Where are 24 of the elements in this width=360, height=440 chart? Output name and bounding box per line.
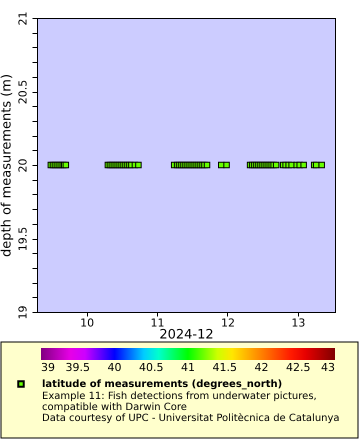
text: Example 11: Fish detections from underwater pictures, (42, 391, 317, 402)
color-bar-label: 40 (108, 361, 122, 374)
color-bar-label: 39.5 (66, 361, 90, 374)
x-tick-label: 12 (220, 316, 235, 330)
y-tick-label: 20.5 (16, 80, 30, 104)
y-axis-title: depth of measurements (m) (0, 74, 14, 258)
text: Data courtesy of UPC - Universitat Politècnica de Catalunya (42, 413, 340, 424)
color-bar-label: 41.5 (212, 361, 237, 374)
y-tick-label: 19 (16, 306, 30, 320)
color-bar-label: 43 (321, 361, 335, 374)
text: compatible with Darwin Core (42, 402, 187, 413)
y-tick-label: 21 (16, 12, 30, 26)
x-tick-label: 11 (150, 316, 165, 330)
legend-label: latitude of measurements (degrees_north) (42, 379, 282, 390)
y-tick-label: 20 (16, 158, 30, 172)
color-bar-label: 42 (254, 361, 268, 374)
x-axis-title: 2024-12 (159, 328, 214, 342)
y-tick-label: 19.5 (16, 226, 30, 252)
color-bar-label: 39 (41, 361, 55, 374)
x-tick-label: 10 (80, 316, 94, 330)
color-bar-label: 42.5 (286, 361, 310, 374)
color-bar-label: 40.5 (139, 361, 164, 374)
color-bar-label: 41 (181, 361, 195, 374)
x-tick-label: 13 (291, 316, 306, 330)
